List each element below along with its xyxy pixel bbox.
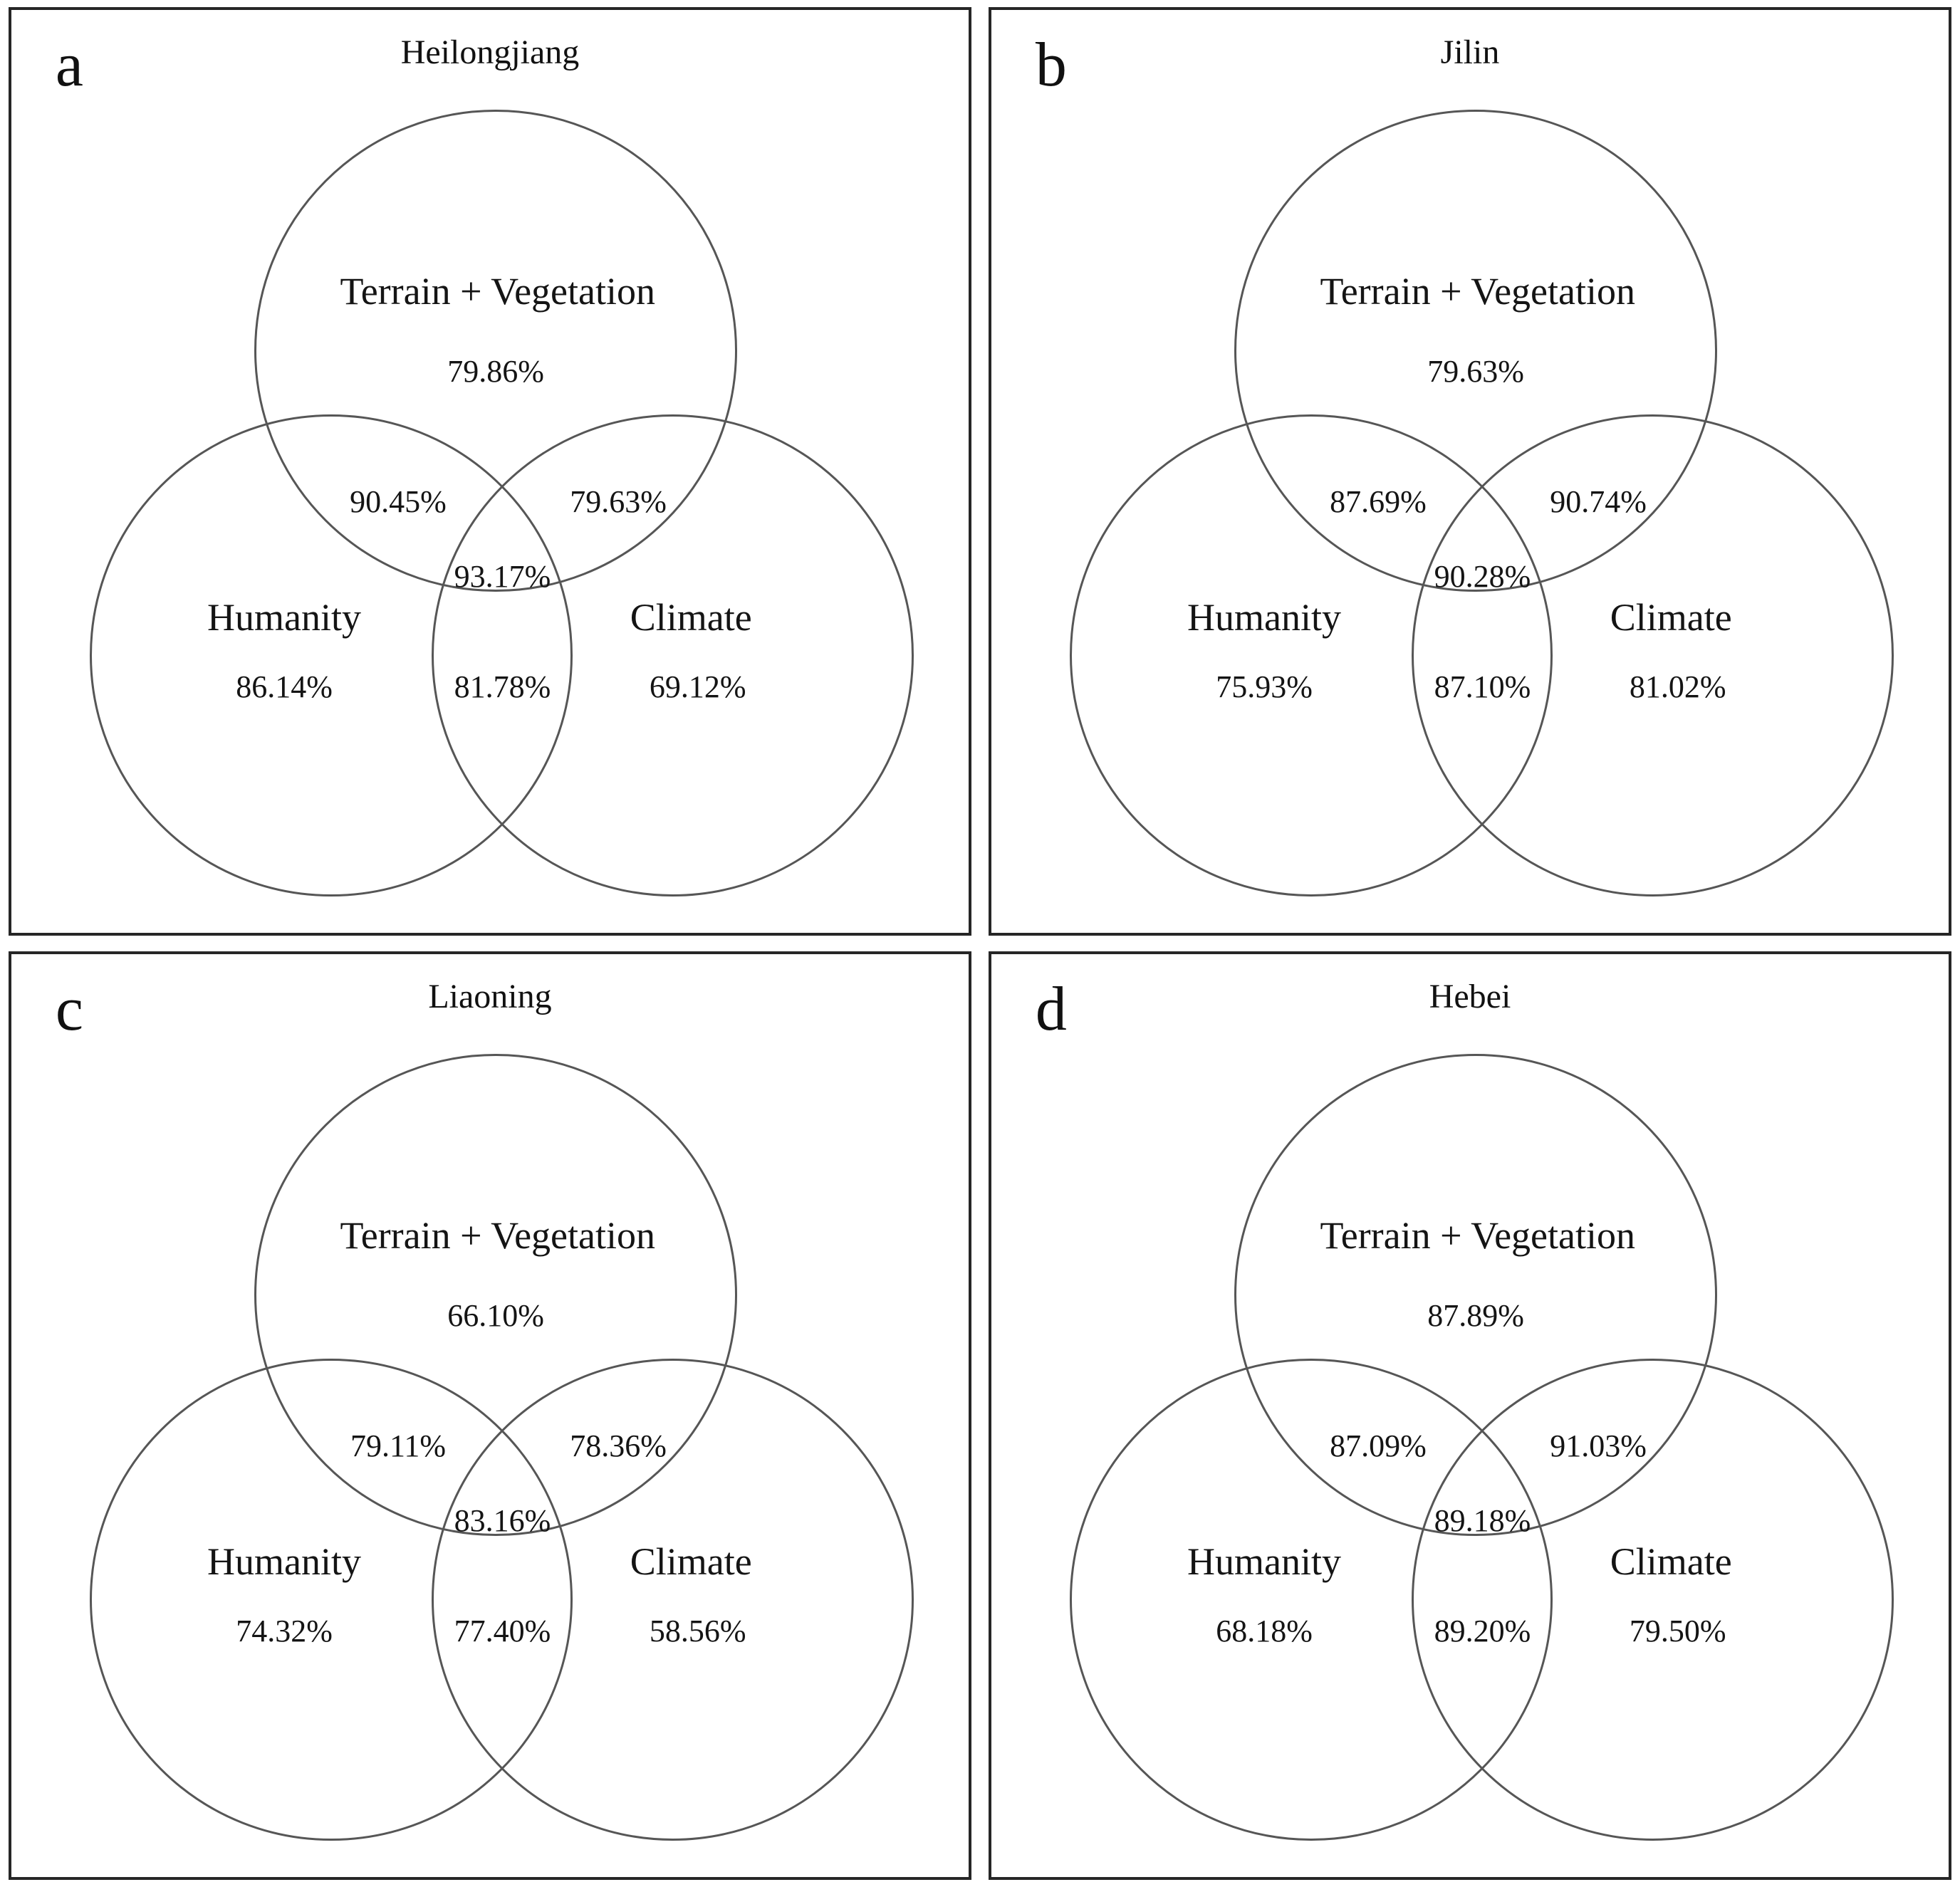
venn-panel-heilongjiang: a Heilongjiang Terrain + Vegetation 79.8…: [9, 7, 971, 936]
climate-circle: [432, 414, 914, 897]
venn-panel-liaoning: c Liaoning Terrain + Vegetation 66.10% 7…: [9, 951, 971, 1880]
humanity-value: 75.93%: [1216, 669, 1313, 705]
humanity-terrain-overlap-value: 87.09%: [1330, 1428, 1427, 1463]
climate-terrain-overlap-value: 91.03%: [1550, 1428, 1647, 1463]
humanity-label: Humanity: [207, 595, 362, 639]
humanity-climate-overlap-value: 81.78%: [454, 669, 551, 705]
humanity-label: Humanity: [207, 1540, 362, 1583]
climate-value: 81.02%: [1629, 669, 1726, 705]
humanity-label: Humanity: [1187, 1540, 1342, 1583]
humanity-value: 68.18%: [1216, 1614, 1313, 1649]
humanity-label: Humanity: [1187, 595, 1342, 639]
climate-label: Climate: [630, 1540, 752, 1583]
humanity-terrain-overlap-value: 90.45%: [350, 483, 447, 519]
climate-value: 69.12%: [649, 669, 746, 705]
terrain-vegetation-value: 66.10%: [447, 1298, 544, 1334]
panel-letter: b: [1035, 30, 1067, 100]
humanity-terrain-overlap-value: 87.69%: [1330, 483, 1427, 519]
panel-title: Jilin: [1440, 33, 1500, 71]
panel-letter: c: [55, 974, 83, 1044]
climate-value: 79.50%: [1629, 1614, 1726, 1649]
terrain-vegetation-label: Terrain + Vegetation: [1320, 1214, 1636, 1258]
humanity-climate-overlap-value: 89.20%: [1434, 1614, 1531, 1649]
humanity-value: 86.14%: [236, 669, 333, 705]
climate-circle: [1412, 414, 1894, 897]
humanity-climate-overlap-value: 77.40%: [454, 1614, 551, 1649]
triple-overlap-value: 83.16%: [454, 1502, 551, 1538]
terrain-vegetation-value: 87.89%: [1427, 1298, 1524, 1334]
terrain-vegetation-label: Terrain + Vegetation: [340, 1214, 656, 1258]
venn-panel-hebei: d Hebei Terrain + Vegetation 87.89% 87.0…: [989, 951, 1951, 1880]
humanity-terrain-overlap-value: 79.11%: [350, 1428, 446, 1463]
climate-circle: [432, 1358, 914, 1841]
humanity-value: 74.32%: [236, 1614, 333, 1649]
panel-title: Heilongjiang: [400, 33, 580, 71]
triple-overlap-value: 89.18%: [1434, 1502, 1531, 1538]
triple-overlap-value: 90.28%: [1434, 558, 1531, 594]
panel-letter: d: [1035, 974, 1067, 1044]
climate-value: 58.56%: [649, 1614, 746, 1649]
climate-label: Climate: [1610, 595, 1732, 639]
terrain-vegetation-label: Terrain + Vegetation: [340, 270, 656, 313]
climate-circle: [1412, 1358, 1894, 1841]
climate-label: Climate: [630, 595, 752, 639]
triple-overlap-value: 93.17%: [454, 558, 551, 594]
terrain-vegetation-value: 79.63%: [1427, 354, 1524, 390]
climate-terrain-overlap-value: 90.74%: [1550, 483, 1647, 519]
terrain-vegetation-label: Terrain + Vegetation: [1320, 270, 1636, 313]
panel-title: Hebei: [1429, 977, 1511, 1015]
terrain-vegetation-value: 79.86%: [447, 354, 544, 390]
panel-title: Liaoning: [428, 977, 552, 1015]
humanity-climate-overlap-value: 87.10%: [1434, 669, 1531, 705]
venn-panel-jilin: b Jilin Terrain + Vegetation 79.63% 87.6…: [989, 7, 1951, 936]
climate-terrain-overlap-value: 78.36%: [570, 1428, 667, 1463]
panel-letter: a: [55, 30, 83, 100]
climate-terrain-overlap-value: 79.63%: [570, 483, 667, 519]
climate-label: Climate: [1610, 1540, 1732, 1583]
